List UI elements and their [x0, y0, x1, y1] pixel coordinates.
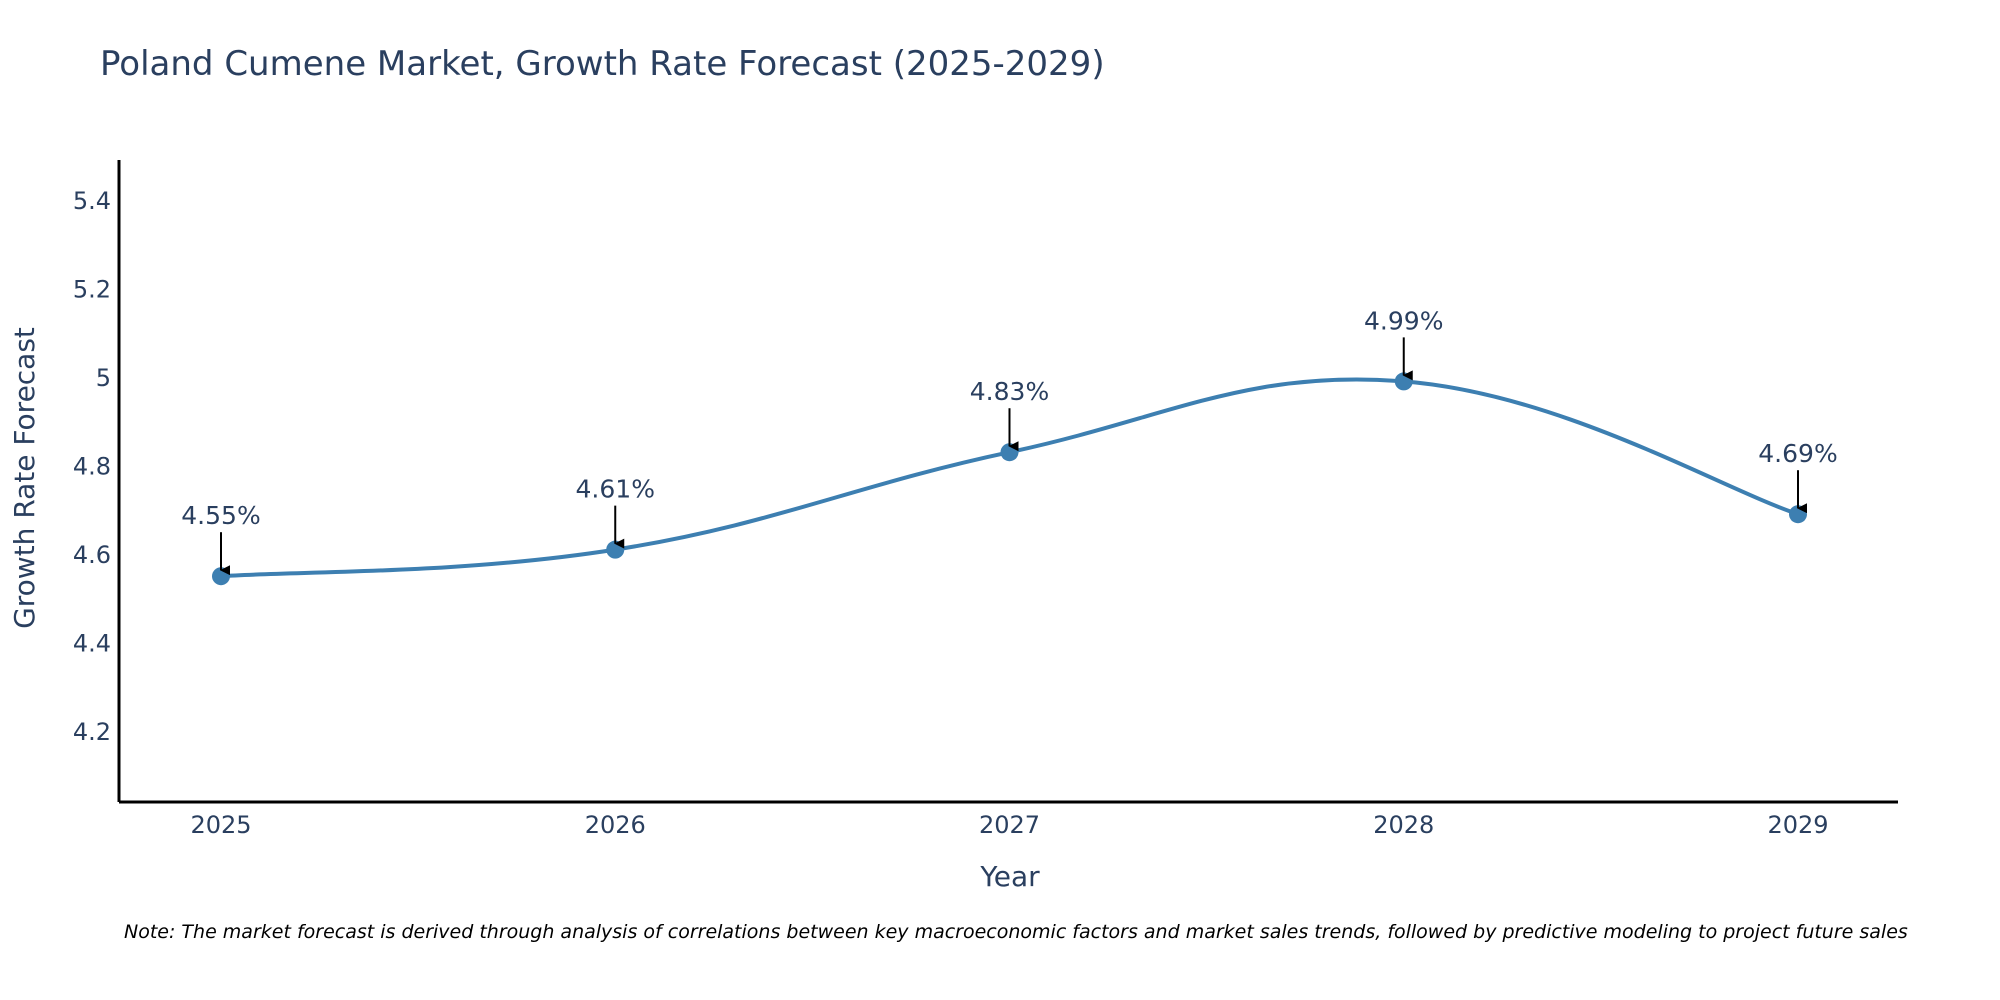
y-tick-label: 4.2: [73, 718, 111, 746]
data-label-2028: 4.99%: [1364, 306, 1443, 335]
data-label-2027: 4.83%: [970, 377, 1049, 406]
x-tick-label: 2029: [1767, 811, 1828, 839]
y-tick-label: 5: [96, 364, 111, 392]
footnote: Note: The market forecast is derived thr…: [124, 921, 1908, 943]
data-label-2029: 4.69%: [1758, 439, 1837, 468]
y-tick-label: 5.4: [73, 187, 111, 215]
data-label-2026: 4.61%: [576, 475, 655, 504]
y-tick-label: 4.8: [73, 453, 111, 481]
y-axis-title: Growth Rate Forecast: [8, 327, 41, 629]
y-tick-label: 4.4: [73, 630, 111, 658]
x-tick-label: 2028: [1373, 811, 1434, 839]
chart-title: Poland Cumene Market, Growth Rate Foreca…: [100, 44, 1105, 84]
x-tick-label: 2025: [190, 811, 251, 839]
data-label-2025: 4.55%: [181, 501, 260, 530]
y-tick-label: 5.2: [73, 275, 111, 303]
y-tick-label: 4.6: [73, 541, 111, 569]
x-axis-title: Year: [979, 860, 1040, 893]
x-tick-label: 2027: [979, 811, 1040, 839]
x-tick-label: 2026: [585, 811, 646, 839]
